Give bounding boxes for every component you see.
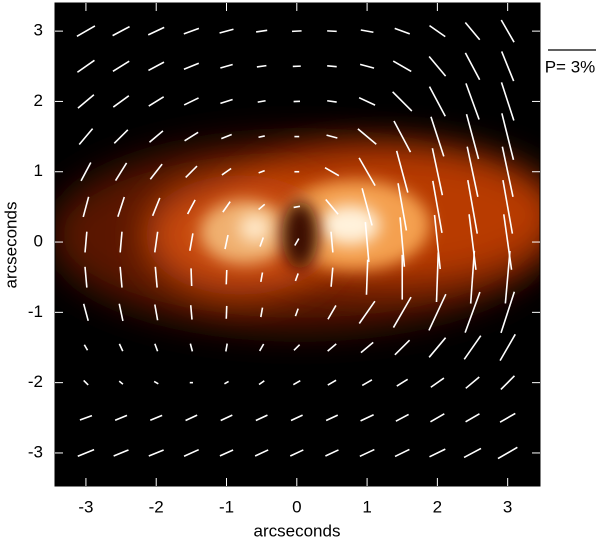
polarization-vector	[226, 270, 227, 284]
y-tick-label: 3	[34, 21, 43, 40]
polarization-vector	[327, 66, 337, 67]
y-tick-label: -3	[28, 442, 43, 461]
x-tick-label: 1	[362, 497, 371, 516]
y-axis-label: arcseconds	[1, 202, 20, 289]
intensity-image	[50, 3, 560, 486]
x-tick-label: 0	[292, 497, 301, 516]
x-tick-label: -3	[78, 497, 93, 516]
y-tick-label: 2	[34, 91, 43, 110]
y-tick-label: 0	[34, 232, 43, 251]
x-tick-label: 2	[433, 497, 442, 516]
polarization-vector	[294, 206, 300, 207]
x-tick-label: -1	[219, 497, 234, 516]
y-tick-label: 1	[34, 161, 43, 180]
polarization-vector	[327, 31, 337, 32]
y-tick-label: -1	[28, 302, 43, 321]
scale-label: P= 3%	[545, 57, 596, 76]
polarization-vector	[191, 268, 192, 286]
y-tick-label: -2	[28, 372, 43, 391]
x-axis-label: arcseconds	[254, 521, 341, 540]
polarization-vector	[292, 31, 302, 32]
x-tick-label: 3	[503, 497, 512, 516]
x-tick-label: -2	[149, 497, 164, 516]
